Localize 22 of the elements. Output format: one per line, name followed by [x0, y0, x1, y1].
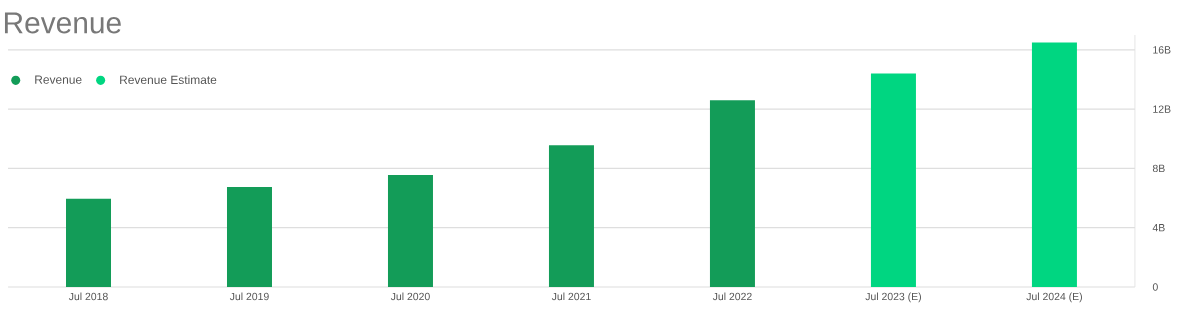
- chart-title: Revenue: [4, 12, 121, 34]
- x-tick-label: Jul 2018: [68, 292, 108, 301]
- bar: [66, 198, 111, 287]
- legend-label: Revenue Estimate: [120, 75, 217, 85]
- bar: [548, 145, 594, 287]
- x-tick-label: Jul 2019: [229, 292, 269, 301]
- y-tick-label: 8B: [1152, 164, 1165, 173]
- x-tick-label: Jul 2022: [712, 292, 752, 301]
- y-tick-label: 12B: [1153, 105, 1171, 113]
- legend-label: Revenue: [35, 75, 82, 84]
- bar: [709, 100, 755, 287]
- y-tick-label: 16B: [1153, 46, 1171, 54]
- y-tick-label: 0: [1152, 283, 1158, 291]
- x-tick-label: Jul 2024 (E): [1026, 292, 1082, 303]
- bar: [870, 73, 916, 287]
- bar: [1031, 42, 1077, 287]
- x-tick-label: Jul 2020: [390, 292, 430, 301]
- x-tick-label: Jul 2023 (E): [865, 292, 921, 303]
- y-tick-label: 4B: [1152, 224, 1165, 232]
- bar: [387, 174, 433, 287]
- x-tick-label: Jul 2021: [551, 292, 591, 301]
- bar: [226, 187, 272, 287]
